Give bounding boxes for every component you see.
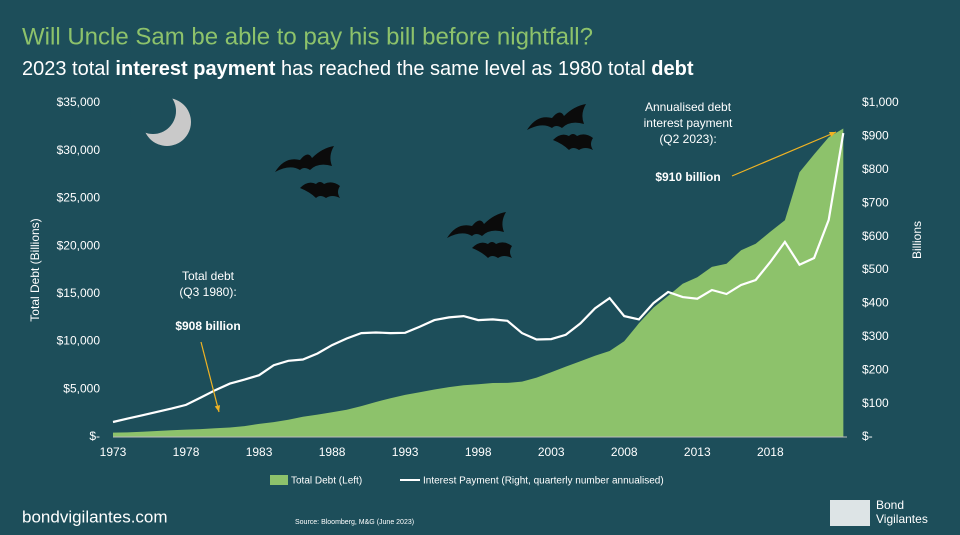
chart-subtitle: 2023 total interest payment has reached …: [22, 58, 694, 80]
x-tick-label: 1988: [319, 445, 346, 459]
arrow-head: [829, 132, 836, 138]
annotation: (Q2 2023):: [659, 132, 716, 146]
line: [112, 132, 845, 424]
annotation-arrow: [731, 131, 837, 177]
legend-label: Total Debt (Left): [291, 476, 362, 487]
y2-tick-label: $500: [862, 262, 889, 276]
y-tick-label: $-: [89, 429, 100, 443]
y2-tick-label: $700: [862, 195, 889, 209]
y2-tick-label: $200: [862, 362, 889, 376]
y2-tick-label: $-: [862, 429, 873, 443]
chart-title: Will Uncle Sam be able to pay his bill b…: [22, 23, 593, 50]
annotation-value: $910 billion: [655, 170, 720, 184]
x-tick-label: 2003: [538, 445, 565, 459]
logo-text: Vigilantes: [876, 512, 928, 526]
y-tick-label: $5,000: [63, 381, 100, 395]
annotation: Annualised debt: [645, 100, 732, 114]
x-tick-label: 1998: [465, 445, 492, 459]
y-tick-label: $20,000: [57, 238, 101, 252]
decoration: [130, 88, 593, 258]
x-tick-label: 1983: [246, 445, 273, 459]
x-tick-label: 1978: [173, 445, 200, 459]
subtitle-part: debt: [651, 58, 694, 80]
annotation: Total debt: [182, 269, 235, 283]
y-tick-label: $15,000: [57, 286, 101, 300]
subtitle-part: interest payment: [115, 58, 275, 80]
x-tick-label: 2008: [611, 445, 638, 459]
annotation: interest payment: [644, 116, 733, 130]
y2-tick-label: $300: [862, 329, 889, 343]
logo-text: Bond: [876, 498, 904, 512]
subtitle-part: 2023 total: [22, 58, 115, 80]
y-tick-label: $30,000: [57, 143, 101, 157]
x-tick-label: 2013: [684, 445, 711, 459]
annotation-arrow: [200, 341, 220, 413]
y-tick-label: $25,000: [57, 191, 101, 205]
y-tick-label: $35,000: [57, 95, 101, 109]
annotation: (Q3 1980):: [179, 285, 236, 299]
annotation-value: $908 billion: [175, 319, 240, 333]
y2-tick-label: $600: [862, 229, 889, 243]
x-tick-label: 1993: [392, 445, 419, 459]
y-tick-label: $10,000: [57, 334, 101, 348]
y2-axis-title: Billions: [910, 221, 924, 259]
y2-tick-label: $400: [862, 296, 889, 310]
y2-tick-label: $100: [862, 396, 889, 410]
y2-tick-label: $1,000: [862, 95, 899, 109]
legend-swatch: [270, 475, 288, 485]
subtitle-part: has reached the same level as 1980 total: [275, 58, 651, 80]
x-tick-label: 1973: [100, 445, 127, 459]
y-axis-title: Total Debt (Billions): [28, 218, 42, 321]
site: bondvigilantes.com: [22, 507, 168, 526]
y2-tick-label: $800: [862, 162, 889, 176]
area: [113, 128, 844, 437]
legend-label: Interest Payment (Right, quarterly numbe…: [423, 476, 664, 487]
arrow-head: [214, 405, 221, 412]
source: Source: Bloomberg, M&G (June 2023): [295, 519, 414, 526]
y2-tick-label: $900: [862, 129, 889, 143]
x-tick-label: 2018: [757, 445, 784, 459]
